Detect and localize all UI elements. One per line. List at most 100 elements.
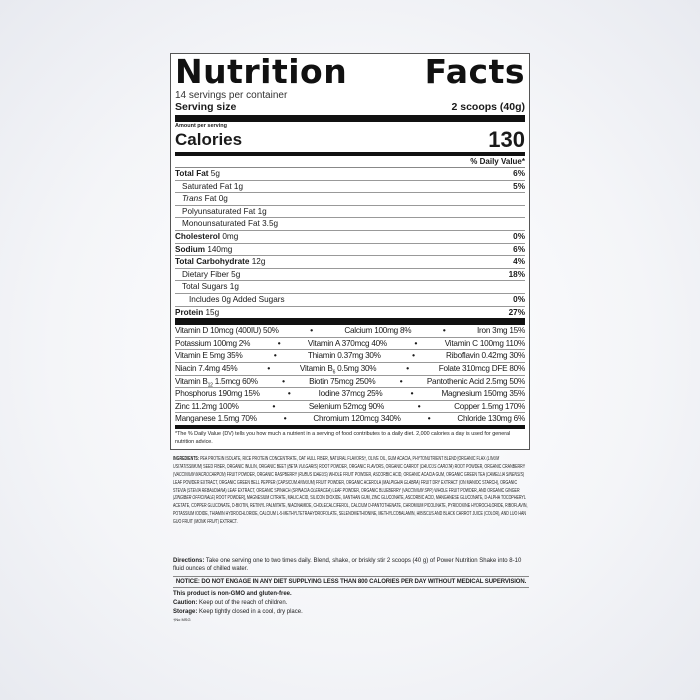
caution-label: Caution:: [173, 600, 198, 607]
nutrient-amount: 15g: [205, 307, 220, 317]
vitamin-row: Vitamin E 5mg 35% • Thiamin 0.37mg 30% • Rib…: [175, 350, 525, 363]
bullet-separator: •: [399, 376, 403, 386]
vitamin-item: Thiamin 0.37mg 30%: [307, 351, 381, 361]
nutrient-amount: 0mg: [222, 231, 239, 241]
nutrient-amount: 1g: [257, 206, 267, 216]
nutrient-row: Protein 15g 27%: [175, 307, 525, 319]
nutrient-row: Trans Fat 0g: [175, 193, 525, 206]
nutrient-amount: 1g: [233, 181, 243, 191]
bullet-separator: •: [406, 363, 409, 373]
vitamin-row: Zinc 11.2mg 100% • Selenium 52mcg 90% • Copp…: [175, 401, 525, 414]
nutrient-daily-value: 0%: [513, 231, 525, 241]
title-facts: Facts: [424, 52, 525, 91]
nutrient-name: Polyunsaturated Fat: [182, 206, 256, 216]
ingredients-text: PEA PROTEIN ISOLATE, RICE PROTEIN CONCEN…: [173, 455, 528, 526]
vitamin-item: Vitamin A 370mcg 40%: [307, 338, 387, 348]
bullet-separator: •: [283, 414, 287, 424]
nutrient-name: Cholesterol: [175, 231, 221, 241]
vitamin-row: Niacin 7.4mg 45% • Vitamin B6 0.5mg 30% • Fo…: [175, 363, 525, 376]
nutrient-label: Saturated Fat 1g: [175, 181, 243, 193]
vitamin-item: Niacin 7.4mg 45%: [175, 363, 238, 373]
bullet-separator: •: [414, 338, 418, 348]
notice: NOTICE: DO NOT ENGAGE IN ANY DIET SUPPLY…: [173, 576, 529, 589]
ingredients-section: INGREDIENTS: PEA PROTEIN ISOLATE, RICE P…: [173, 456, 529, 527]
bullet-separator: •: [410, 389, 414, 399]
storage-label: Storage:: [173, 609, 198, 616]
nutrient-name: Includes 0g Added Sugars: [189, 294, 285, 304]
calories-value: 130: [488, 127, 525, 152]
caution: Caution: Keep out of the reach of childr…: [173, 599, 529, 607]
nutrient-name: Dietary Fiber: [182, 269, 229, 279]
vitamin-row: Manganese 1.5mg 70% • Chromium 120mcg 340%…: [175, 413, 525, 425]
serving-size-value: 2 scoops (40g): [451, 101, 525, 113]
nutrient-label: Dietary Fiber 5g: [175, 269, 240, 281]
nutrient-label: Total Sugars 1g: [175, 281, 239, 293]
bullet-separator: •: [282, 376, 285, 386]
nutrient-daily-value: 6%: [513, 169, 525, 178]
bullet-separator: •: [273, 351, 277, 361]
vitamin-item: Phosphorus 190mg 15%: [175, 389, 260, 399]
nutrient-name: Trans: [182, 194, 203, 204]
vitamin-row: Vitamin D 10mcg (400IU) 50% • Calcium 100m…: [175, 325, 525, 338]
nutrient-list: Total Fat 5g 6% Saturated Fat 1g 5% Trans Fa…: [175, 168, 525, 318]
nutrient-amount: 1g: [229, 282, 239, 292]
nutrition-facts-label: Nutrition Facts 14 servings per containe…: [170, 53, 530, 450]
directions-text: Take one serving one to two times daily.…: [173, 558, 522, 573]
directions: Directions: Take one serving one to two …: [173, 557, 529, 573]
vitamin-item: Folate 310mcg DFE 80%: [438, 363, 525, 373]
caution-text: Keep out of the reach of children.: [199, 600, 288, 607]
nutrient-row: Total Carbohydrate 12g 4%: [175, 256, 525, 269]
vitamin-item: Calcium 100mg 8%: [344, 326, 412, 336]
divider-medium: [175, 152, 525, 156]
nutrient-row: Polyunsaturated Fat 1g: [175, 206, 525, 219]
vitamin-item: Vitamin E 5mg 35%: [175, 351, 243, 361]
vitamin-item: Riboflavin 0.42mg 30%: [446, 351, 525, 361]
nutrient-row: Total Sugars 1g: [175, 281, 525, 294]
label-title: Nutrition Facts: [175, 54, 525, 90]
directions-label: Directions:: [173, 558, 205, 565]
nutrient-amount: Fat 0g: [204, 194, 228, 204]
calories-label: Calories: [175, 130, 243, 149]
vitamin-item: Chromium 120mcg 340%: [313, 414, 401, 424]
vitamin-item: Magnesium 150mg 35%: [441, 389, 525, 399]
vitamin-mineral-grid: Vitamin D 10mcg (400IU) 50% • Calcium 100m…: [175, 325, 525, 425]
nutrient-row: Total Fat 5g 6%: [175, 168, 525, 181]
nutrient-label: Total Fat 5g: [175, 168, 220, 180]
nutrient-row: Monounsaturated Fat 3.5g: [175, 218, 525, 231]
vitamin-item: Vitamin B12 1.5mcg 60%: [175, 376, 258, 389]
nutrient-name: Monounsaturated Fat: [182, 219, 260, 229]
label-footer: Directions: Take one serving one to two …: [173, 557, 529, 623]
bullet-separator: •: [310, 326, 313, 336]
vitamin-item: Chloride 130mg 6%: [457, 414, 525, 424]
vitamin-row: Phosphorus 190mg 15% • Iodine 37mcg 25% • Ma…: [175, 388, 525, 401]
vitamin-item: Zinc 11.2mg 100%: [175, 401, 239, 411]
vitamin-item: Iron 3mg 15%: [477, 326, 525, 336]
nutrient-row: Dietary Fiber 5g 18%: [175, 269, 525, 282]
nutrient-name: Sodium: [175, 244, 206, 254]
nutrient-name: Total Fat: [175, 169, 209, 178]
ingredients: INGREDIENTS: PEA PROTEIN ISOLATE, RICE P…: [173, 456, 529, 527]
vitamin-item: Copper 1.5mg 170%: [454, 401, 525, 411]
vitamin-row: Potassium 100mg 2% • Vitamin A 370mcg 40% •…: [175, 338, 525, 351]
vitamin-row: Vitamin B12 1.5mcg 60% • Biotin 75mcg 250%…: [175, 376, 525, 389]
bullet-separator: •: [287, 389, 291, 399]
bullet-separator: •: [412, 351, 415, 361]
serving-size-row: Serving size 2 scoops (40g): [175, 101, 525, 113]
serving-size-label: Serving size: [175, 101, 237, 113]
divider-thick: [175, 115, 525, 122]
vitamin-item: Vitamin B6 0.5mg 30%: [299, 363, 377, 376]
servings-per-container: 14 servings per container: [175, 90, 288, 101]
divider-thick: [175, 318, 525, 326]
label-column: Nutrition Facts 14 servings per containe…: [170, 53, 530, 624]
nutrient-label: Polyunsaturated Fat 1g: [175, 206, 267, 218]
vitamin-item: Biotin 75mcg 250%: [309, 376, 376, 386]
bullet-separator: •: [417, 401, 421, 411]
nutrient-daily-value: 0%: [513, 294, 525, 304]
nutrient-name: Protein: [175, 307, 204, 317]
vitamin-item: Vitamin D 10mcg (400IU) 50%: [175, 326, 279, 336]
amount-per-serving: Amount per serving: [175, 123, 227, 129]
divider-medium: [175, 424, 525, 429]
nutrient-label: Sodium 140mg: [175, 244, 232, 256]
nutrient-row: Sodium 140mg 6%: [175, 244, 525, 257]
nutrient-amount: 12g: [251, 257, 266, 267]
